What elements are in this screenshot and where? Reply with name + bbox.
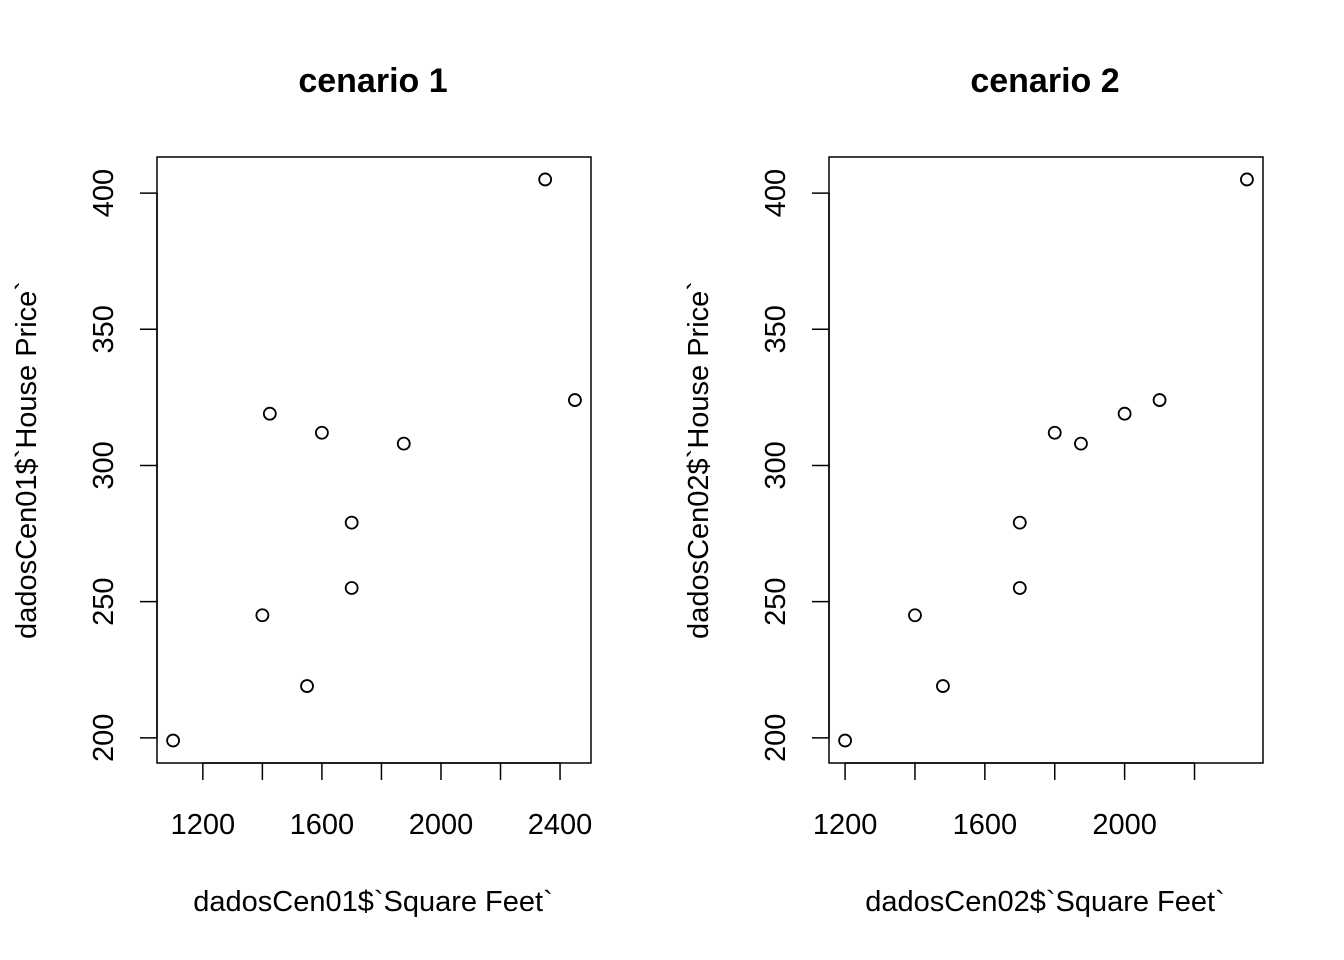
data-point — [936, 679, 950, 693]
data-point — [838, 733, 852, 748]
y-axis-label: dadosCen01$`House Price` — [11, 281, 43, 639]
y-tick-label: 200 — [88, 714, 120, 762]
data-point — [1240, 172, 1254, 187]
y-tick-label: 250 — [88, 577, 120, 625]
data-point — [396, 436, 411, 451]
y-tick-label: 400 — [88, 169, 120, 217]
data-point — [1012, 581, 1027, 595]
x-tick-label: 2000 — [409, 809, 474, 841]
data-point — [538, 172, 553, 187]
y-tick-label: 250 — [760, 577, 792, 625]
x-tick-label: 1600 — [953, 809, 1018, 841]
data-point — [1152, 393, 1167, 407]
y-tick-label: 300 — [88, 441, 120, 489]
x-axis-label: dadosCen02$`Square Feet` — [865, 886, 1225, 918]
data-point — [255, 608, 270, 623]
y-axis-label: dadosCen02$`House Price` — [683, 281, 715, 639]
y-tick-label: 200 — [760, 714, 792, 762]
plot-box — [828, 156, 1264, 764]
data-point — [1047, 425, 1062, 440]
data-point — [300, 679, 314, 693]
data-point — [1012, 515, 1027, 530]
x-tick-label: 1200 — [813, 809, 878, 841]
data-point — [315, 425, 329, 440]
chart-title: cenario 1 — [298, 62, 447, 100]
x-axis-label: dadosCen01$`Square Feet` — [193, 886, 553, 918]
data-point — [262, 406, 277, 421]
y-tick-label: 350 — [88, 305, 120, 353]
x-tick-label: 1600 — [290, 809, 355, 841]
x-tick-label: 1200 — [171, 809, 236, 841]
x-tick-label: 2000 — [1092, 809, 1157, 841]
data-point — [1074, 436, 1088, 451]
x-tick-label: 2400 — [528, 809, 593, 841]
data-point — [344, 515, 359, 530]
y-tick-label: 350 — [760, 305, 792, 353]
data-point — [166, 733, 180, 748]
data-point — [344, 581, 359, 595]
plot-box — [156, 156, 592, 764]
data-point — [568, 393, 582, 407]
data-point — [908, 608, 922, 623]
y-tick-label: 300 — [760, 441, 792, 489]
plot-panel-2: cenario 2 1200 1600 2000 200 250 300 350 400 dado… — [683, 62, 1264, 918]
y-tick-label: 400 — [760, 169, 792, 217]
chart-title: cenario 2 — [970, 62, 1119, 100]
data-point — [1117, 406, 1132, 421]
plot-panel-1: cenario 1 1200 1600 2000 2400 200 250 300 350 400… — [11, 62, 592, 918]
